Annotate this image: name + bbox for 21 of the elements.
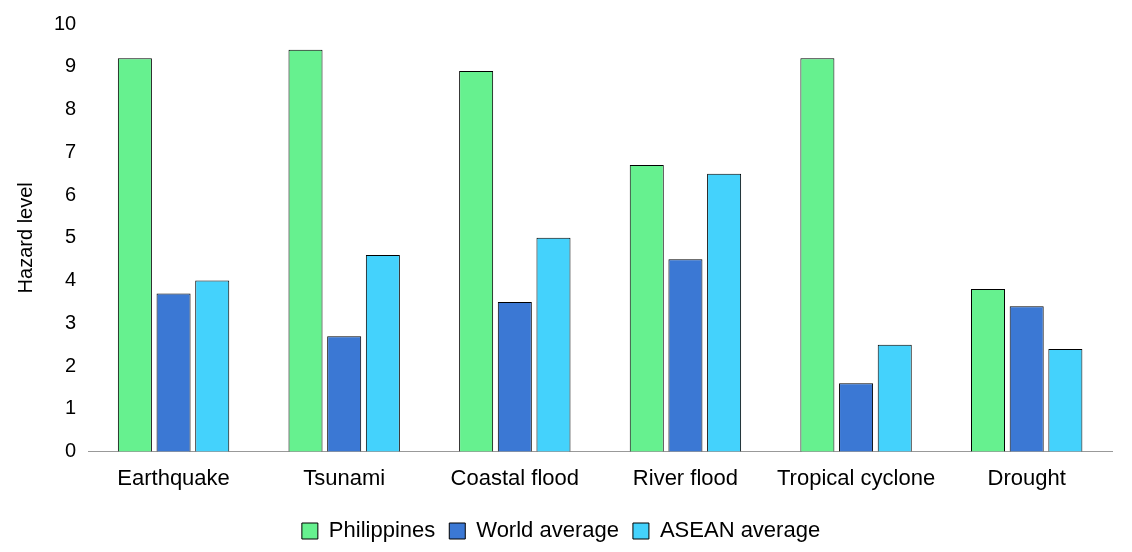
- x-tick-label: Coastal flood: [450, 464, 580, 490]
- x-tick-label: Drought: [987, 464, 1066, 490]
- y-tick-label: 3: [65, 310, 77, 333]
- y-tick-label: 6: [65, 182, 77, 205]
- x-tick-label: River flood: [632, 464, 739, 490]
- legend-label: Philippines: [328, 517, 436, 543]
- y-tick-label: 7: [65, 139, 77, 162]
- x-tick-label: Earthquake: [117, 464, 230, 490]
- y-tick-label: 1: [65, 396, 77, 419]
- legend-label: ASEAN average: [659, 517, 821, 543]
- x-tick-label: Tsunami: [303, 464, 386, 490]
- y-tick-label: 8: [65, 97, 77, 120]
- legend-label: World average: [476, 517, 619, 543]
- y-tick-label: 0: [65, 439, 77, 462]
- y-axis-title: Hazard level: [13, 182, 36, 294]
- y-tick-label: 5: [65, 225, 77, 248]
- y-tick-label: 4: [65, 268, 77, 291]
- y-tick-label: 9: [65, 54, 77, 77]
- x-tick-label: Tropical cyclone: [776, 464, 936, 490]
- y-tick-label: 10: [54, 11, 77, 34]
- y-tick-label: 2: [65, 353, 77, 376]
